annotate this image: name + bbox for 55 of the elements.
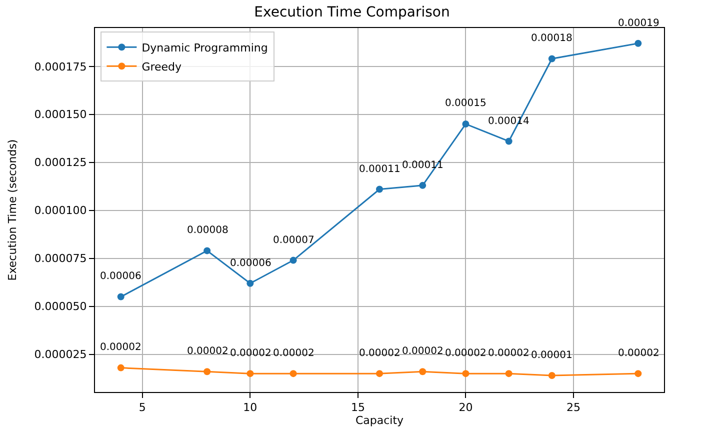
y-tick-label: 0.000175: [34, 60, 87, 74]
point: [246, 280, 254, 287]
point: [376, 370, 383, 378]
legend-label: Greedy: [142, 60, 182, 74]
x-tick-label: 15: [350, 401, 365, 414]
legend-label: Dynamic Programming: [142, 41, 268, 54]
data-label: 0.00006: [100, 271, 142, 282]
data-label: 0.00002: [273, 348, 314, 359]
data-label: 0.00006: [230, 258, 272, 269]
point: [204, 368, 211, 376]
point: [419, 368, 426, 376]
y-tick-label: 0.000150: [34, 108, 87, 122]
point: [204, 247, 211, 254]
y-tick-label: 0.000100: [34, 204, 87, 218]
data-label: 0.00002: [100, 342, 142, 353]
point: [419, 182, 426, 189]
point: [462, 370, 470, 378]
point: [634, 370, 642, 378]
point: [290, 256, 297, 264]
point: [117, 293, 124, 300]
x-axis-title: Capacity: [355, 414, 404, 428]
data-label: 0.00002: [488, 348, 530, 359]
data-label: 0.00002: [187, 346, 228, 357]
point: [246, 370, 254, 378]
point: [548, 55, 556, 62]
data-label: 0.00002: [618, 348, 660, 359]
point: [505, 370, 512, 378]
data-label: 0.00002: [359, 348, 400, 359]
data-label: 0.00019: [618, 18, 660, 29]
x-tick-label: 20: [458, 401, 473, 414]
chart-title: Execution Time Comparison: [254, 4, 450, 20]
point: [117, 364, 124, 372]
data-label: 0.00015: [445, 98, 486, 109]
y-tick-label: 0.000050: [34, 300, 87, 314]
point: [462, 120, 470, 128]
data-label: 0.00011: [359, 164, 400, 175]
y-tick-label: 0.000125: [34, 156, 87, 170]
data-label: 0.00002: [402, 346, 444, 357]
y-tick-label: 0.000025: [34, 348, 87, 362]
point: [505, 138, 512, 145]
y-axis-title: Execution Time (seconds): [6, 139, 19, 281]
x-tick-label: 10: [243, 401, 258, 414]
x-tick-label: 25: [566, 401, 580, 414]
data-label: 0.00018: [531, 33, 572, 44]
data-label: 0.00007: [273, 235, 314, 246]
x-tick-label: 5: [138, 401, 146, 414]
data-label: 0.00008: [187, 225, 228, 236]
point: [376, 186, 383, 193]
point: [290, 370, 297, 378]
point: [548, 372, 556, 379]
data-label: 0.00002: [445, 348, 486, 359]
y-tick-label: 0.000075: [34, 252, 87, 266]
data-label: 0.00001: [531, 350, 572, 361]
point: [634, 40, 642, 47]
data-label: 0.00002: [230, 348, 272, 359]
